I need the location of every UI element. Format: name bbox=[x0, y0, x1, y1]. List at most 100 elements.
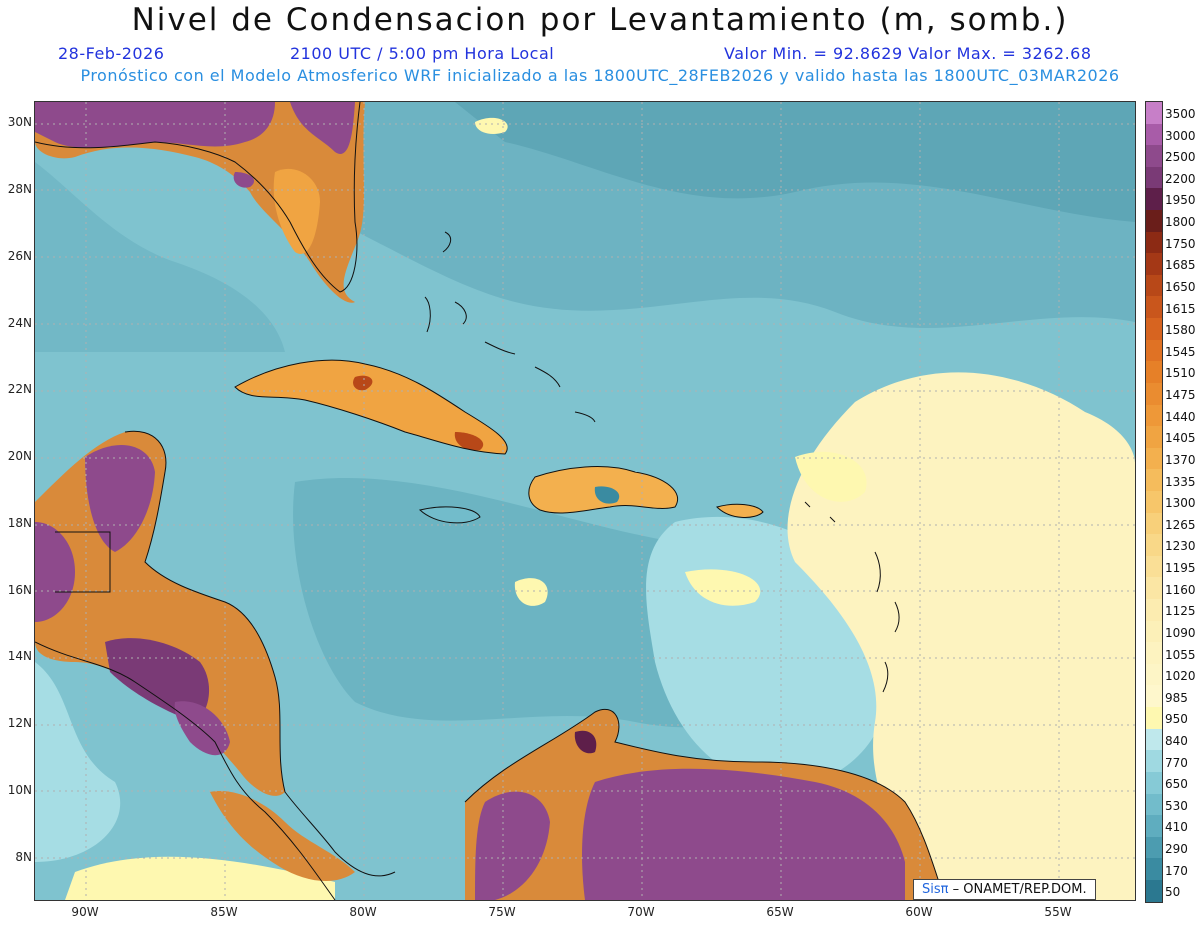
colorbar-tick-label: 1685 bbox=[1165, 258, 1196, 273]
colorbar-cell bbox=[1146, 210, 1162, 232]
colorbar bbox=[1145, 101, 1163, 903]
colorbar-cell bbox=[1146, 771, 1162, 794]
colorbar-tick-label: 1545 bbox=[1165, 344, 1196, 359]
colorbar-tick-label: 840 bbox=[1165, 734, 1188, 748]
forecast-map bbox=[35, 102, 1135, 900]
colorbar-cell bbox=[1146, 339, 1162, 362]
florida-orange bbox=[273, 168, 320, 254]
colorbar-tick-label: 410 bbox=[1165, 820, 1188, 835]
colorbar-tick-label: 1750 bbox=[1165, 236, 1196, 251]
colorbar-tick-label: 1370 bbox=[1165, 452, 1196, 467]
lon-label-70w: 70W bbox=[627, 905, 655, 919]
venezuela-purple bbox=[582, 768, 905, 900]
cuba-hot-spot bbox=[353, 375, 373, 391]
land-cuba bbox=[235, 360, 508, 454]
colorbar-tick-label: 1440 bbox=[1165, 409, 1196, 424]
colorbar-cell bbox=[1146, 253, 1162, 275]
colorbar-tick-label: 770 bbox=[1165, 755, 1188, 770]
yellow-patch-mid bbox=[685, 569, 761, 606]
colorbar-tick-label: 1950 bbox=[1165, 193, 1196, 208]
colorbar-cell bbox=[1146, 318, 1162, 340]
lat-label-10n: 10N bbox=[7, 783, 32, 797]
honduras-purple bbox=[105, 638, 210, 722]
colorbar-cell bbox=[1146, 166, 1162, 189]
colorbar-cell bbox=[1146, 382, 1162, 405]
colorbar-cell bbox=[1146, 512, 1162, 535]
lon-label-85w: 85W bbox=[210, 905, 238, 919]
florida-purple-spot bbox=[233, 172, 255, 188]
lat-label-24n: 24N bbox=[7, 316, 32, 330]
colorbar-tick-label: 1195 bbox=[1165, 561, 1196, 576]
sispi-logo: Sisπ bbox=[922, 882, 949, 897]
yellow-patch-north bbox=[475, 117, 508, 134]
colorbar-cell bbox=[1146, 663, 1162, 686]
lat-label-26n: 26N bbox=[7, 249, 32, 263]
colorbar-tick-label: 2200 bbox=[1165, 171, 1196, 186]
colombia-purple bbox=[475, 791, 550, 900]
map-title: Nivel de Condensacion por Levantamiento … bbox=[131, 2, 1069, 38]
gulf-shade bbox=[35, 162, 285, 352]
watermark-org: – ONAMET/REP.DOM. bbox=[952, 882, 1087, 897]
colorbar-tick-label: 1230 bbox=[1165, 539, 1196, 554]
cuba-east-spot bbox=[454, 432, 484, 451]
colorbar-tick-label: 2500 bbox=[1165, 150, 1196, 165]
colorbar-cell bbox=[1146, 728, 1162, 751]
colorbar-tick-label: 1265 bbox=[1165, 517, 1196, 532]
colorbar-tick-label: 530 bbox=[1165, 798, 1188, 813]
land-usa-interior bbox=[35, 102, 275, 148]
graticule bbox=[35, 102, 1135, 900]
colorbar-cell bbox=[1146, 685, 1162, 708]
colorbar-tick-label: 50 bbox=[1165, 885, 1181, 900]
lat-label-28n: 28N bbox=[7, 182, 32, 196]
colorbar-tick-label: 1475 bbox=[1165, 388, 1196, 403]
colorbar-cell bbox=[1146, 750, 1162, 772]
colorbar-cell bbox=[1146, 188, 1162, 211]
lon-label-80w: 80W bbox=[349, 905, 377, 919]
lat-label-14n: 14N bbox=[7, 649, 32, 663]
colombia-peak bbox=[574, 730, 597, 754]
colorbar-tick-label: 1405 bbox=[1165, 431, 1196, 446]
colorbar-tick-label: 1510 bbox=[1165, 366, 1196, 381]
land-panama bbox=[210, 791, 355, 882]
colorbar-cell bbox=[1146, 599, 1162, 621]
yellow-patch bbox=[795, 451, 867, 502]
coastlines bbox=[35, 102, 946, 900]
map-panel bbox=[34, 101, 1136, 901]
value-min-max: Valor Min. = 92.8629 Valor Max. = 3262.6… bbox=[724, 44, 1092, 63]
colorbar-cell bbox=[1146, 642, 1162, 664]
colorbar-tick-label: 290 bbox=[1165, 842, 1188, 857]
lon-label-60w: 60W bbox=[905, 905, 933, 919]
lon-label-65w: 65W bbox=[766, 905, 794, 919]
colorbar-tick-label: 1125 bbox=[1165, 604, 1196, 619]
lat-label-20n: 20N bbox=[7, 449, 32, 463]
lat-label-8n: 8N bbox=[15, 850, 32, 864]
land-georgia bbox=[290, 102, 355, 154]
forecast-time: 2100 UTC / 5:00 pm Hora Local bbox=[290, 44, 555, 63]
colorbar-tick-label: 3000 bbox=[1165, 128, 1196, 143]
colorbar-tick-label: 985 bbox=[1165, 690, 1188, 705]
colorbar-cell bbox=[1146, 490, 1162, 513]
colorbar-tick-label: 1580 bbox=[1165, 323, 1196, 338]
colorbar-cell bbox=[1146, 577, 1162, 600]
colorbar-cell bbox=[1146, 274, 1162, 297]
colorbar-cell bbox=[1146, 620, 1162, 643]
colorbar-cell bbox=[1146, 836, 1162, 859]
colorbar-cell bbox=[1146, 793, 1162, 816]
colorbar-tick-label: 170 bbox=[1165, 863, 1188, 878]
colorbar-cell bbox=[1146, 815, 1162, 837]
colorbar-cell bbox=[1146, 145, 1162, 167]
colorbar-cell bbox=[1146, 858, 1162, 880]
lat-label-18n: 18N bbox=[7, 516, 32, 530]
colorbar-cell bbox=[1146, 469, 1162, 491]
model-info: Pronóstico con el Modelo Atmosferico WRF… bbox=[80, 66, 1120, 85]
forecast-date: 28-Feb-2026 bbox=[58, 44, 165, 63]
ocean-shade-deep bbox=[455, 102, 1135, 222]
colorbar-tick-label: 950 bbox=[1165, 712, 1188, 727]
colorbar-cell bbox=[1146, 361, 1162, 383]
colorbar-cell bbox=[1146, 102, 1162, 124]
colorbar-cell bbox=[1146, 296, 1162, 319]
colorbar-tick-label: 1615 bbox=[1165, 301, 1196, 316]
mexico-purple bbox=[35, 522, 75, 622]
colorbar-cell bbox=[1146, 404, 1162, 427]
colorbar-tick-label: 1300 bbox=[1165, 496, 1196, 511]
